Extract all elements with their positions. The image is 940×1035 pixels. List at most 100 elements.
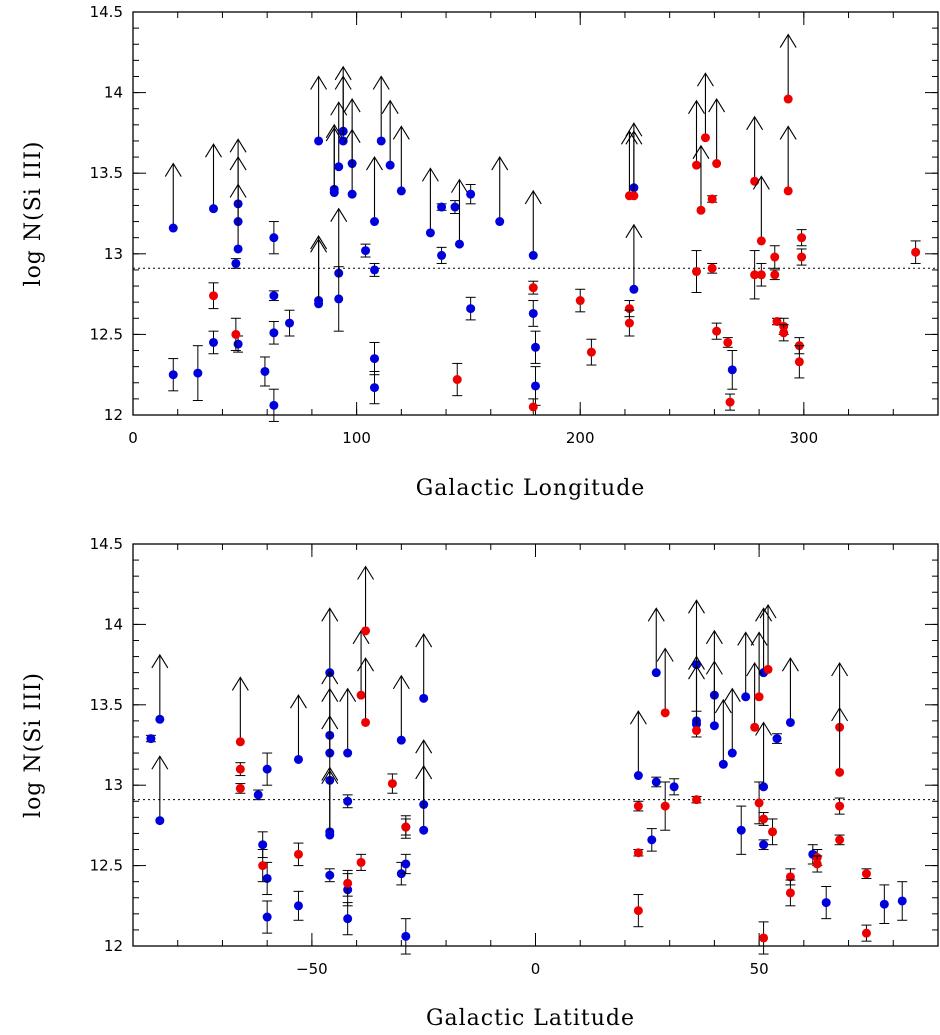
- arrow-head: [205, 143, 222, 158]
- red-data-point: [725, 397, 735, 407]
- arrow-head: [723, 687, 741, 703]
- arrow-head: [688, 665, 705, 680]
- arrow-head: [321, 766, 339, 781]
- arrow-head: [381, 99, 399, 114]
- red-data-point: [770, 270, 780, 280]
- red-data-point: [692, 795, 701, 805]
- red-data-point: [750, 722, 760, 732]
- blue-data-point: [258, 840, 268, 850]
- red-data-point: [772, 317, 782, 327]
- blue-data-point: [334, 294, 344, 304]
- blue-data-point: [325, 830, 335, 840]
- blue-data-point: [709, 721, 719, 731]
- arrow-head: [343, 128, 361, 143]
- blue-data-point: [233, 339, 243, 349]
- y-tick-label: 13.5: [90, 696, 123, 714]
- arrow-head: [229, 156, 247, 171]
- blue-data-point: [396, 186, 406, 196]
- blue-data-point: [347, 189, 357, 199]
- blue-data-point: [528, 308, 538, 318]
- arrow-head: [151, 755, 169, 770]
- y-tick-label: 14: [104, 615, 123, 633]
- arrow-head: [451, 178, 468, 193]
- red-data-point: [624, 304, 634, 314]
- x-axis-title: Galactic Longitude: [416, 476, 646, 501]
- blue-data-point: [425, 228, 435, 238]
- arrow-head: [415, 632, 433, 648]
- y-tick-label: 13: [104, 245, 123, 263]
- blue-data-point: [727, 365, 737, 375]
- arrow-head: [357, 657, 375, 672]
- arrow-head: [334, 75, 352, 90]
- red-data-point: [712, 326, 722, 336]
- x-tick-label: 0: [128, 429, 138, 447]
- red-data-point: [754, 798, 764, 808]
- red-data-point: [707, 194, 717, 204]
- blue-data-point: [193, 368, 203, 378]
- red-data-point: [660, 708, 670, 718]
- arrow-head: [392, 125, 410, 140]
- x-tick-label: −50: [296, 960, 328, 978]
- arrow-head: [290, 694, 307, 709]
- arrow-head: [779, 125, 797, 140]
- arrow-head: [325, 127, 343, 142]
- blue-data-point: [528, 250, 538, 260]
- y-tick-label: 14.5: [90, 3, 123, 21]
- arrow-head: [831, 661, 849, 677]
- blue-data-point: [314, 136, 324, 146]
- blue-data-point: [633, 771, 643, 781]
- red-data-point: [660, 801, 670, 811]
- blue-data-point: [370, 383, 379, 393]
- red-data-point: [768, 827, 778, 837]
- blue-data-point: [343, 796, 353, 806]
- arrow-head: [310, 238, 328, 253]
- arrow-head: [688, 99, 705, 114]
- arrow-head: [647, 607, 665, 622]
- blue-data-point: [419, 825, 429, 835]
- red-data-point: [797, 233, 807, 243]
- x-tick-label: 300: [790, 429, 819, 447]
- arrow-head: [656, 647, 674, 662]
- y-tick-label: 13: [104, 776, 123, 794]
- x-axis-title: Galactic Latitude: [426, 1006, 635, 1031]
- arrow-head: [692, 144, 710, 160]
- arrow-head: [755, 607, 773, 622]
- arrow-head: [321, 669, 339, 685]
- arrow-head: [321, 687, 339, 703]
- arrow-head: [705, 660, 723, 675]
- arrow-head: [781, 657, 799, 672]
- arrow-head: [708, 97, 726, 113]
- red-data-point: [692, 267, 701, 277]
- blue-data-point: [879, 899, 889, 909]
- blue-data-point: [325, 870, 335, 880]
- arrow-head: [357, 565, 375, 580]
- red-data-point: [387, 779, 397, 789]
- y-axis-title: log N(Si III): [21, 141, 46, 287]
- red-data-point: [911, 247, 921, 257]
- blue-data-point: [338, 136, 348, 146]
- arrow-head: [372, 75, 390, 90]
- red-data-point: [785, 872, 795, 882]
- plot-frame: [132, 543, 939, 947]
- red-data-point: [750, 270, 760, 280]
- blue-data-point: [736, 825, 746, 835]
- red-data-point: [723, 337, 733, 347]
- arrow-head: [759, 604, 777, 619]
- blue-data-point: [269, 291, 279, 301]
- arrow-head: [620, 130, 638, 145]
- arrow-head: [688, 599, 705, 614]
- arrow-head: [330, 207, 348, 222]
- arrow-head: [415, 739, 433, 754]
- arrow-head: [330, 101, 348, 116]
- arrow-head: [625, 130, 643, 145]
- arrow-head: [366, 156, 383, 171]
- red-data-point: [779, 328, 789, 338]
- arrow-head: [688, 655, 705, 670]
- red-data-point: [633, 906, 643, 916]
- blue-data-point: [396, 735, 406, 745]
- arrow-head: [705, 629, 723, 645]
- red-data-point: [235, 737, 245, 747]
- red-data-point: [861, 869, 871, 879]
- arrow-head: [629, 710, 647, 725]
